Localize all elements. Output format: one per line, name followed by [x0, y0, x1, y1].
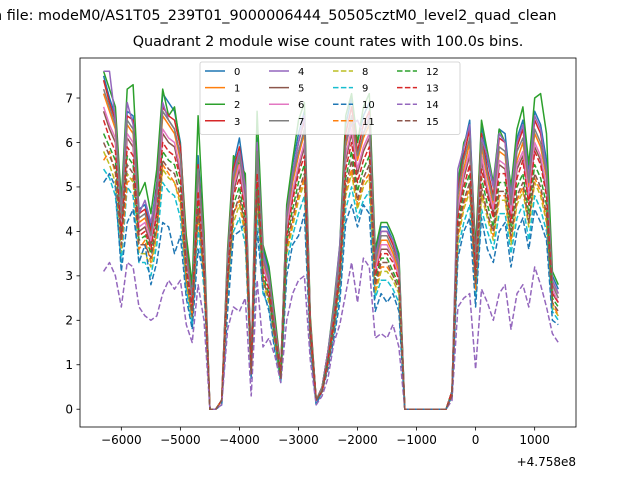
legend-label-5: 5 [298, 84, 304, 95]
legend-label-4: 4 [298, 67, 304, 78]
y-tick-label: 6 [65, 136, 73, 150]
legend-label-3: 3 [234, 117, 240, 128]
legend-label-12: 12 [426, 67, 439, 78]
series-line-10 [102, 172, 559, 410]
x-offset-label: +4.758e8 [517, 455, 576, 469]
series-line-13 [102, 119, 559, 410]
y-tick-label: 1 [65, 358, 73, 372]
x-tick-label: −3000 [278, 433, 319, 447]
x-tick-label: −5000 [160, 433, 201, 447]
legend-label-15: 15 [426, 117, 439, 128]
plot-frame [79, 57, 577, 428]
x-tick-label: −2000 [337, 433, 378, 447]
y-tick-label: 5 [65, 180, 73, 194]
x-tick-label: −6000 [101, 433, 142, 447]
series-line-9 [102, 168, 559, 410]
x-tick-label: 0 [472, 433, 480, 447]
figure-suptitle: n file: modeM0/AS1T05_239T01_9000006444_… [0, 8, 557, 24]
series-layer [102, 70, 559, 410]
y-tick-label: 7 [65, 91, 73, 105]
legend-label-8: 8 [362, 67, 368, 78]
legend-label-1: 1 [234, 84, 240, 95]
legend-label-2: 2 [234, 100, 240, 111]
series-line-7 [102, 88, 559, 410]
x-tick-label: −1000 [396, 433, 437, 447]
legend-label-7: 7 [298, 117, 304, 128]
legend-label-9: 9 [362, 84, 368, 95]
legend-label-13: 13 [426, 84, 439, 95]
series-line-14 [102, 257, 559, 410]
legend-label-11: 11 [362, 117, 375, 128]
y-tick-label: 4 [65, 225, 73, 239]
legend-label-10: 10 [362, 100, 375, 111]
y-axis: 0 1 2 3 4 5 6 7 [65, 91, 80, 417]
x-tick-label: −4000 [219, 433, 260, 447]
x-tick-label: 1000 [519, 433, 550, 447]
series-line-15 [102, 142, 559, 410]
legend-label-14: 14 [426, 100, 439, 111]
legend-label-6: 6 [298, 100, 304, 111]
chart-title: Quadrant 2 module wise count rates with … [132, 34, 524, 50]
legend-label-0: 0 [234, 67, 240, 78]
y-tick-label: 3 [65, 269, 73, 283]
legend-frame [199, 61, 461, 135]
y-tick-label: 0 [65, 403, 73, 417]
y-tick-label: 2 [65, 314, 73, 328]
x-axis: −6000 −5000 −4000 −3000 −2000 −1000 0 1000 [101, 427, 550, 447]
